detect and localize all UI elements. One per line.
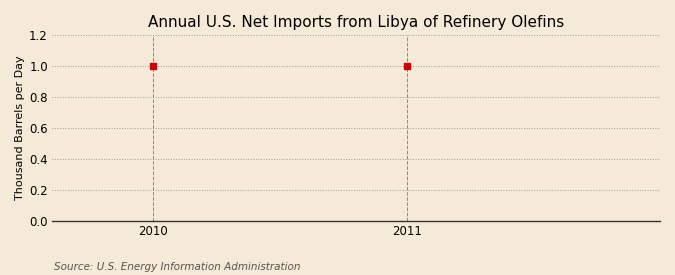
Text: Source: U.S. Energy Information Administration: Source: U.S. Energy Information Administ… [54, 262, 300, 272]
Title: Annual U.S. Net Imports from Libya of Refinery Olefins: Annual U.S. Net Imports from Libya of Re… [148, 15, 564, 30]
Y-axis label: Thousand Barrels per Day: Thousand Barrels per Day [15, 56, 25, 200]
